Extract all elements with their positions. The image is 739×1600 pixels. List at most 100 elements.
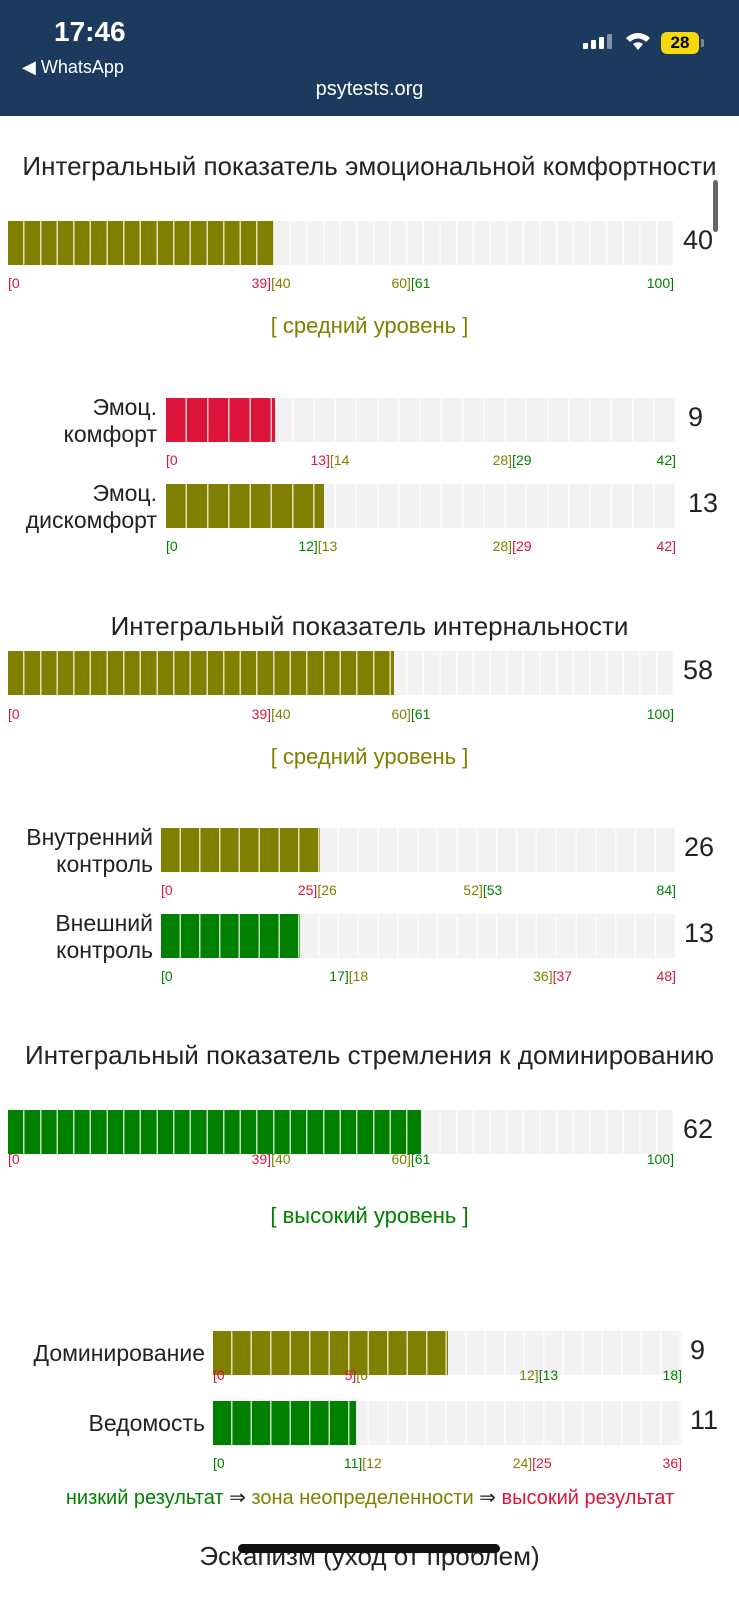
scale-tick: 36] <box>663 1455 682 1471</box>
tick-part: 60] <box>391 1151 411 1167</box>
scale-tick: 60][61 <box>391 706 430 722</box>
tick-part: [14 <box>329 452 350 468</box>
scale-tick: 13][14 <box>310 452 349 468</box>
scale-tick: 5][6 <box>345 1367 368 1383</box>
subscale-label: Эмоц. комфорт <box>63 394 157 447</box>
scale-tick: 17][18 <box>329 968 368 984</box>
battery-cap <box>701 39 704 47</box>
scale-tick: 52][53 <box>463 882 502 898</box>
tick-part: 100] <box>646 275 674 291</box>
tick-part: [0 <box>8 1151 20 1167</box>
tick-part: [13 <box>317 538 338 554</box>
scale-labels: [0 13][14 28][29 42] <box>166 452 676 470</box>
scale-tick: 39][40 <box>252 706 291 722</box>
scale-tick: 42] <box>657 452 676 468</box>
tick-part: [37 <box>552 968 573 984</box>
bar-segments <box>166 484 676 528</box>
back-to-whatsapp[interactable]: ◀ WhatsApp <box>22 57 124 77</box>
subscale-label: Внутренний контроль <box>26 824 153 877</box>
subscale-bar <box>166 484 676 528</box>
bar-segments <box>161 828 676 872</box>
tick-part: [0 <box>161 882 173 898</box>
tick-part: 12] <box>519 1367 539 1383</box>
tick-part: 60] <box>391 706 411 722</box>
tick-part: [53 <box>482 882 503 898</box>
tick-part: [61 <box>410 1151 431 1167</box>
tick-part: 52] <box>463 882 483 898</box>
subscale-bar <box>161 828 676 872</box>
scale-tick: 100] <box>647 275 674 291</box>
tick-part: 17] <box>329 968 349 984</box>
legend-mid: зона неопределенности <box>251 1487 474 1509</box>
tick-part: [0 <box>8 275 20 291</box>
home-indicator[interactable] <box>238 1544 500 1553</box>
subscale-value: 9 <box>690 1335 706 1365</box>
legend-high: высокий результат <box>501 1487 675 1509</box>
tick-part: [29 <box>512 452 532 468</box>
integral-value: 62 <box>683 1114 714 1144</box>
scale-tick: 28][29 <box>493 538 532 554</box>
bar-segments <box>8 1110 674 1154</box>
tick-part: 39] <box>251 1151 272 1167</box>
tick-part: [18 <box>348 968 369 984</box>
scale-labels: [0 11][12 24][25 36] <box>213 1455 682 1473</box>
subscale-bar <box>166 398 676 442</box>
scale-tick: 100] <box>647 1151 674 1167</box>
wifi-icon <box>626 33 650 50</box>
integral-bar <box>8 651 674 695</box>
scale-tick: 60][61 <box>391 1151 430 1167</box>
scrollbar[interactable] <box>713 180 718 232</box>
scale-tick: [0 <box>8 706 20 722</box>
scale-tick: 24][25 <box>513 1455 552 1471</box>
integral-value: 58 <box>683 655 714 685</box>
level-text: [ средний уровень ] <box>270 313 469 338</box>
tick-part: 5] <box>344 1367 357 1383</box>
url-bar[interactable]: psytests.org <box>315 78 424 100</box>
integral-bar <box>8 1110 674 1154</box>
scale-tick: 39][40 <box>252 275 291 291</box>
level-text: [ средний уровень ] <box>270 744 469 769</box>
tick-part: [29 <box>512 538 532 554</box>
scale-tick: 12][13 <box>298 538 337 554</box>
tick-part: 39] <box>251 275 272 291</box>
tick-part: 100] <box>646 706 674 722</box>
tick-part: 100] <box>646 1151 674 1167</box>
section-title: Интегральный показатель стремления к дом… <box>25 1040 714 1070</box>
tick-part: [0 <box>161 968 173 984</box>
scale-tick: [0 <box>213 1455 225 1471</box>
scale-tick: 11][12 <box>344 1455 382 1471</box>
tick-part: 36] <box>533 968 553 984</box>
tick-part: [0 <box>166 538 178 554</box>
bar-segments <box>213 1401 682 1445</box>
bar-segments <box>8 221 674 265</box>
browser-header: 17:46 ◀ WhatsApp psytests.org 28 <box>0 0 739 116</box>
bar-segments <box>8 651 674 695</box>
integral-bar <box>8 221 674 265</box>
tick-part: [25 <box>532 1455 552 1471</box>
bar-segments <box>166 398 676 442</box>
tick-part: [40 <box>271 275 291 291</box>
scale-labels: [0 39][40 60][61 100] <box>8 706 674 724</box>
tick-part: [40 <box>271 1151 291 1167</box>
scale-tick: 84] <box>657 882 676 898</box>
scale-tick: 36][37 <box>533 968 572 984</box>
subscale-value: 13 <box>688 488 719 518</box>
scale-tick: [0 <box>8 1151 20 1167</box>
tick-part: 84] <box>656 882 676 898</box>
tick-part: 18] <box>662 1367 682 1383</box>
tick-part: [61 <box>410 275 431 291</box>
tick-part: 24] <box>512 1455 533 1471</box>
scale-tick: 25][26 <box>298 882 337 898</box>
scale-labels: [0 17][18 36][37 48] <box>161 968 676 986</box>
tick-part: 13] <box>310 452 330 468</box>
tick-part: 28] <box>492 538 513 554</box>
scale-labels: [0 39][40 60][61 100] <box>8 1151 674 1169</box>
legend-arrow: ⇒ <box>473 1487 502 1509</box>
bar-segments <box>161 914 676 958</box>
tick-part: 42] <box>656 452 676 468</box>
scale-tick: 60][61 <box>391 275 430 291</box>
scale-labels: [0 25][26 52][53 84] <box>161 882 676 900</box>
scale-tick: [0 <box>213 1367 225 1383</box>
tick-part: 12] <box>298 538 318 554</box>
battery-icon: 28 <box>661 32 699 54</box>
